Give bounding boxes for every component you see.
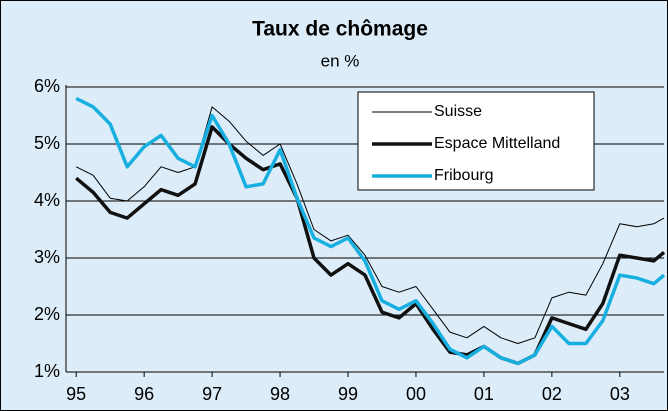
y-tick-label: 4% (34, 190, 60, 210)
chart-title: Taux de chômage (252, 18, 428, 41)
x-tick-label: 98 (270, 384, 290, 404)
y-tick-label: 2% (34, 304, 60, 324)
series-line (75, 106, 665, 344)
y-tick-label: 1% (34, 361, 60, 381)
x-tick-label: 00 (406, 384, 426, 404)
x-tick-label: 97 (202, 384, 222, 404)
chart-subtitle: en % (321, 51, 360, 70)
legend-box (357, 91, 595, 191)
y-tick-label: 5% (34, 133, 60, 153)
legend-label: Fribourg (434, 167, 494, 184)
legend-label: Espace Mittelland (434, 135, 560, 152)
series-line (75, 125, 666, 366)
x-tick-label: 01 (474, 384, 494, 404)
x-tick-label: 95 (66, 384, 86, 404)
y-tick-label: 3% (34, 247, 60, 267)
x-tick-label: 99 (338, 384, 358, 404)
series-line (75, 96, 666, 366)
legend-label: Suisse (434, 103, 482, 120)
x-tick-label: 03 (610, 384, 630, 404)
x-tick-label: 96 (134, 384, 154, 404)
x-tick-label: 02 (542, 384, 562, 404)
y-tick-label: 6% (34, 76, 60, 96)
